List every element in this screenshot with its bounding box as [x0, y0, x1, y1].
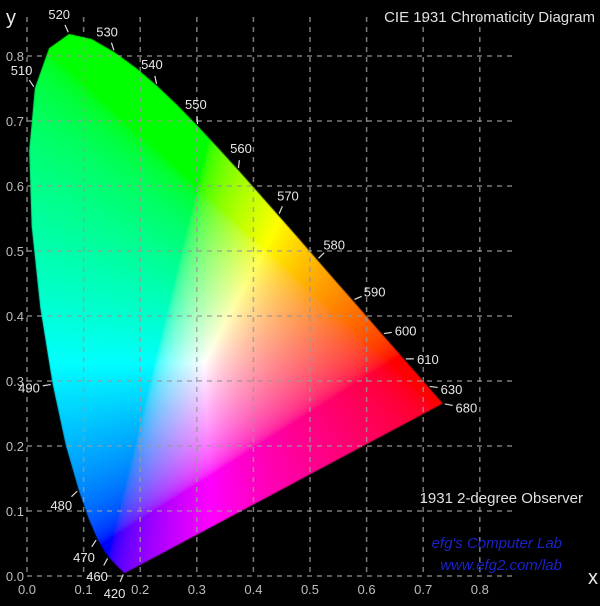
wavelength-tick: [154, 75, 158, 84]
wavelength-label-680: 680: [456, 401, 478, 416]
wavelength-label-570: 570: [277, 188, 299, 203]
observer-label: 1931 2-degree Observer: [420, 490, 583, 507]
x-tick-label: 0.6: [358, 582, 376, 597]
y-tick-label: 0.4: [6, 309, 24, 324]
wavelength-tick: [28, 79, 35, 88]
wavelength-tick: [278, 206, 283, 214]
wavelength-label-520: 520: [48, 7, 70, 22]
y-tick-label: 0.6: [6, 179, 24, 194]
y-tick-label: 0.8: [6, 49, 24, 64]
wavelength-tick: [91, 539, 97, 548]
wavelength-tick: [103, 558, 109, 566]
wavelength-label-550: 550: [185, 97, 207, 112]
y-tick-label: 0.3: [6, 374, 24, 389]
y-axis-label: y: [6, 7, 16, 29]
wavelength-label-420: 420: [104, 586, 126, 601]
wavelength-tick: [354, 295, 362, 301]
x-tick-label: 0.2: [131, 582, 149, 597]
wavelength-label-460: 460: [86, 569, 108, 584]
wavelength-labels: 420 460 470 480 490 510 520 530 540 550 560 570 580 5…: [11, 7, 478, 601]
grid: [26, 17, 514, 577]
x-tick-label: 0.0: [18, 582, 36, 597]
wavelength-label-600: 600: [395, 324, 417, 339]
wavelength-tick: [110, 42, 115, 51]
y-tick-label: 0.7: [6, 114, 24, 129]
wavelength-label-510: 510: [11, 63, 33, 78]
axis-ticks: 0.00.0 0.1 0.1 0.2 0.2 0.3 0.3 0.4 0.4 0.5 0.5 0.6 0…: [6, 49, 489, 597]
wavelength-tick: [196, 115, 199, 125]
wavelength-label-540: 540: [141, 57, 163, 72]
wavelength-label-490: 490: [18, 381, 40, 396]
wavelength-tick: [444, 403, 453, 407]
x-tick-label: 0.7: [414, 582, 432, 597]
wavelength-tick: [71, 490, 78, 498]
wavelength-tick: [237, 160, 240, 169]
y-tick-label: 0.5: [6, 244, 24, 259]
wavelength-label-560: 560: [230, 141, 252, 156]
y-tick-label: 0.2: [6, 439, 24, 454]
x-tick-label: 0.3: [188, 582, 206, 597]
y-tick-label: 0.0: [6, 569, 24, 584]
y-tick-label: 0.1: [6, 504, 24, 519]
wavelength-tick: [119, 574, 124, 583]
x-tick-label: 0.1: [75, 582, 93, 597]
diagram-title: CIE 1931 Chromaticity Diagram: [384, 9, 595, 26]
wavelength-tick: [64, 24, 69, 33]
wavelength-tick: [42, 383, 51, 387]
wavelength-label-590: 590: [364, 285, 386, 300]
x-tick-label: 0.4: [244, 582, 262, 597]
credit-line-2: www.efg2.com/lab: [440, 557, 562, 574]
wavelength-tick: [318, 252, 325, 259]
x-tick-label: 0.5: [301, 582, 319, 597]
x-axis-label: x: [588, 567, 598, 589]
wavelength-label-470: 470: [73, 550, 95, 565]
wavelength-tick: [383, 331, 392, 335]
credit-line-1: efg's Computer Lab: [432, 535, 562, 552]
wavelength-label-530: 530: [96, 24, 118, 39]
wavelength-tick: [429, 385, 438, 389]
wavelength-label-610: 610: [417, 352, 439, 367]
x-tick-label: 0.8: [471, 582, 489, 597]
wavelength-label-580: 580: [323, 237, 345, 252]
wavelength-label-630: 630: [441, 382, 463, 397]
wavelength-label-480: 480: [50, 498, 72, 513]
